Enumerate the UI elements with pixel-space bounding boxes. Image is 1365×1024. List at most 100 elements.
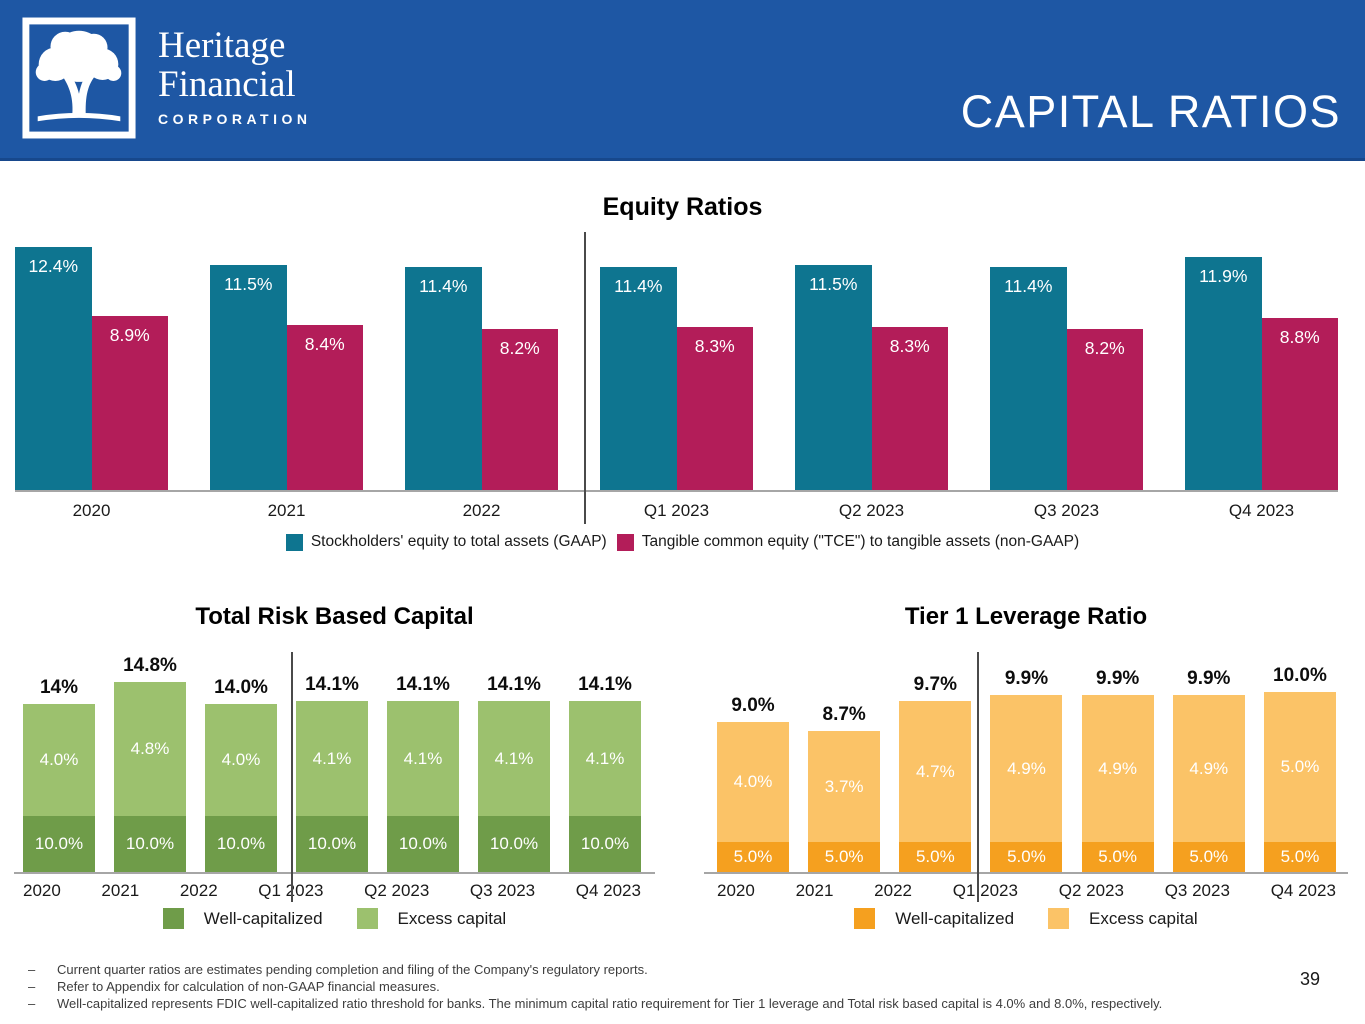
total-risk-based-capital-x-axis: 2020 2021 2022 Q1 2023 Q2 2023 Q3 2023 Q4 2023 — [23, 881, 641, 901]
excess-capital-segment: 4.1% — [478, 701, 550, 816]
x-axis-line — [704, 872, 1348, 874]
segment-value-label: 10.0% — [34, 834, 84, 853]
segment-value-label: 10.0% — [125, 834, 175, 853]
legend-label: Well-capitalized — [203, 908, 323, 928]
footnote-text: Refer to Appendix for calculation of non… — [57, 979, 440, 994]
segment-value-label: 4.1% — [585, 748, 625, 768]
annual-quarterly-divider-line — [977, 652, 980, 902]
x-axis-label: 2020 — [72, 501, 111, 520]
bar-value-label: 8.8% — [1279, 326, 1320, 347]
excess-capital-segment: 4.0% — [717, 722, 789, 842]
segment-value-label: 10.0% — [489, 834, 539, 853]
x-axis-label: Q4 2023 — [1228, 501, 1295, 520]
tce-equity-bar: 8.4% — [286, 325, 363, 490]
excess-capital-segment: 3.7% — [808, 731, 881, 842]
bar-value-label: 11.4% — [1004, 275, 1053, 296]
legend-swatch — [162, 908, 184, 929]
footnote-dash: – — [28, 996, 36, 1011]
bar-value-label: 8.2% — [1084, 338, 1125, 359]
company-name-line2: Financial — [158, 64, 296, 105]
tier-1-leverage-chart: 9.0% 4.0% 5.0% 8.7% 3.7% 5.0% 9.7% 4.7% 5.0% 9.9%… — [704, 652, 1348, 902]
gaap-equity-bar: 11.4% — [600, 266, 677, 490]
legend-swatch — [854, 908, 876, 929]
equity-ratios-x-axis: 2020 2021 2022 Q1 2023 Q2 2023 Q3 2023 Q4 2023 — [15, 501, 1338, 521]
gaap-equity-bar: 12.4% — [15, 246, 92, 490]
slide-title: CAPITAL RATIOS — [960, 86, 1341, 137]
segment-value-label: 5.0% — [1189, 847, 1229, 866]
bar-value-label: 11.5% — [809, 273, 858, 294]
gaap-equity-bar: 11.5% — [795, 264, 872, 490]
segment-value-label: 4.7% — [915, 761, 955, 781]
well-capitalized-segment: 10.0% — [478, 816, 550, 872]
gaap-equity-bar: 11.4% — [405, 266, 482, 490]
segment-value-label: 3.7% — [824, 776, 864, 796]
total-value-label: 9.9% — [1004, 668, 1049, 689]
tier-1-leverage-chart-title: Tier 1 Leverage Ratio — [904, 603, 1148, 630]
company-name: Heritage Financial CORPORATION — [158, 26, 311, 127]
legend-label: Tangible common equity ("TCE") to tangib… — [641, 533, 1080, 550]
stacked-bar: 10.0% 5.0% 5.0% — [1263, 665, 1336, 872]
legend-item: Excess capital — [1048, 908, 1198, 929]
legend-item: Tangible common equity ("TCE") to tangib… — [616, 533, 1080, 551]
legend-swatch — [285, 533, 303, 551]
total-value-label: 9.7% — [913, 674, 957, 695]
x-axis-label: 2021 — [267, 501, 306, 520]
segment-value-label: 4.1% — [312, 748, 352, 768]
tce-equity-bar: 8.2% — [1066, 329, 1143, 490]
stacked-bar: 14% 4.0% 10.0% — [23, 677, 95, 872]
tier-1-leverage-x-axis: 2020 2021 2022 Q1 2023 Q2 2023 Q3 2023 Q4 2023 — [717, 881, 1336, 901]
x-axis-label: Q2 2023 — [838, 501, 905, 520]
tce-equity-bar: 8.8% — [1261, 317, 1338, 490]
total-risk-based-capital-chart: 14% 4.0% 10.0% 14.8% 4.8% 10.0% 14.0% 4.0% 10.0%… — [14, 652, 655, 902]
well-capitalized-segment: 5.0% — [808, 842, 881, 872]
x-axis-label: Q3 2023 — [469, 881, 536, 900]
x-axis-label: 2021 — [101, 881, 140, 900]
x-axis-label: Q3 2023 — [1033, 501, 1100, 520]
excess-capital-segment: 4.1% — [387, 701, 459, 816]
company-name-line1: Heritage — [158, 25, 286, 66]
excess-capital-segment: 4.7% — [899, 701, 972, 842]
bar-value-label: 11.5% — [224, 273, 273, 294]
stacked-bar: 14.0% 4.0% 10.0% — [205, 677, 277, 872]
x-axis-label: Q4 2023 — [575, 881, 641, 900]
total-value-label: 14.1% — [578, 674, 632, 696]
x-axis-label: 2022 — [179, 881, 218, 900]
equity-ratios-chart: 12.4% 8.9% 11.5% 8.4% 11.4% 8.2% 11.4% 8.3% 11.5… — [15, 232, 1338, 524]
segment-value-label: 4.0% — [221, 750, 261, 769]
legend-swatch — [1048, 908, 1070, 929]
bar-group: 11.4% 8.3% — [600, 266, 753, 490]
stacked-bar: 8.7% 3.7% 5.0% — [808, 704, 881, 872]
gaap-equity-bar: 11.4% — [990, 266, 1067, 490]
total-value-label: 9.9% — [1187, 668, 1231, 689]
tree-logo-icon — [22, 17, 136, 139]
stacked-bar: 9.0% 4.0% 5.0% — [717, 695, 789, 872]
gaap-equity-bar: 11.9% — [1185, 256, 1262, 490]
well-capitalized-segment: 5.0% — [717, 842, 789, 872]
footnotes: – Current quarter ratios are estimates p… — [28, 961, 1162, 1012]
legend-label: Well-capitalized — [895, 908, 1015, 928]
excess-capital-segment: 5.0% — [1263, 692, 1336, 842]
bar-group: 11.5% 8.3% — [795, 264, 948, 490]
tce-equity-bar: 8.3% — [676, 327, 753, 490]
bar-value-label: 11.4% — [419, 275, 468, 296]
well-capitalized-segment: 5.0% — [899, 842, 972, 872]
footnote-row: – Current quarter ratios are estimates p… — [28, 961, 1162, 978]
stacked-bar: 9.9% 4.9% 5.0% — [1172, 668, 1245, 872]
header-banner: Heritage Financial CORPORATION CAPITAL R… — [0, 0, 1365, 161]
excess-capital-segment: 4.0% — [23, 704, 95, 816]
equity-ratios-legend: Stockholders' equity to total assets (GA… — [0, 533, 1365, 551]
segment-value-label: 5.0% — [824, 847, 864, 866]
gaap-equity-bar: 11.5% — [210, 264, 287, 490]
segment-value-label: 10.0% — [580, 834, 630, 853]
tier-1-leverage-legend: Well-capitalized Excess capital — [704, 908, 1348, 929]
stacked-bar: 14.1% 4.1% 10.0% — [296, 674, 368, 872]
stacked-bar: 14.1% 4.1% 10.0% — [387, 674, 459, 872]
segment-value-label: 4.0% — [39, 750, 79, 769]
stacked-bar: 9.7% 4.7% 5.0% — [899, 674, 972, 872]
segment-value-label: 4.9% — [1189, 758, 1229, 778]
x-axis-label: Q3 2023 — [1164, 881, 1230, 900]
company-name-line3: CORPORATION — [158, 111, 312, 127]
segment-value-label: 5.0% — [1280, 757, 1320, 776]
bar-value-label: 8.2% — [499, 338, 540, 359]
x-axis-label: Q1 2023 — [952, 881, 1018, 900]
